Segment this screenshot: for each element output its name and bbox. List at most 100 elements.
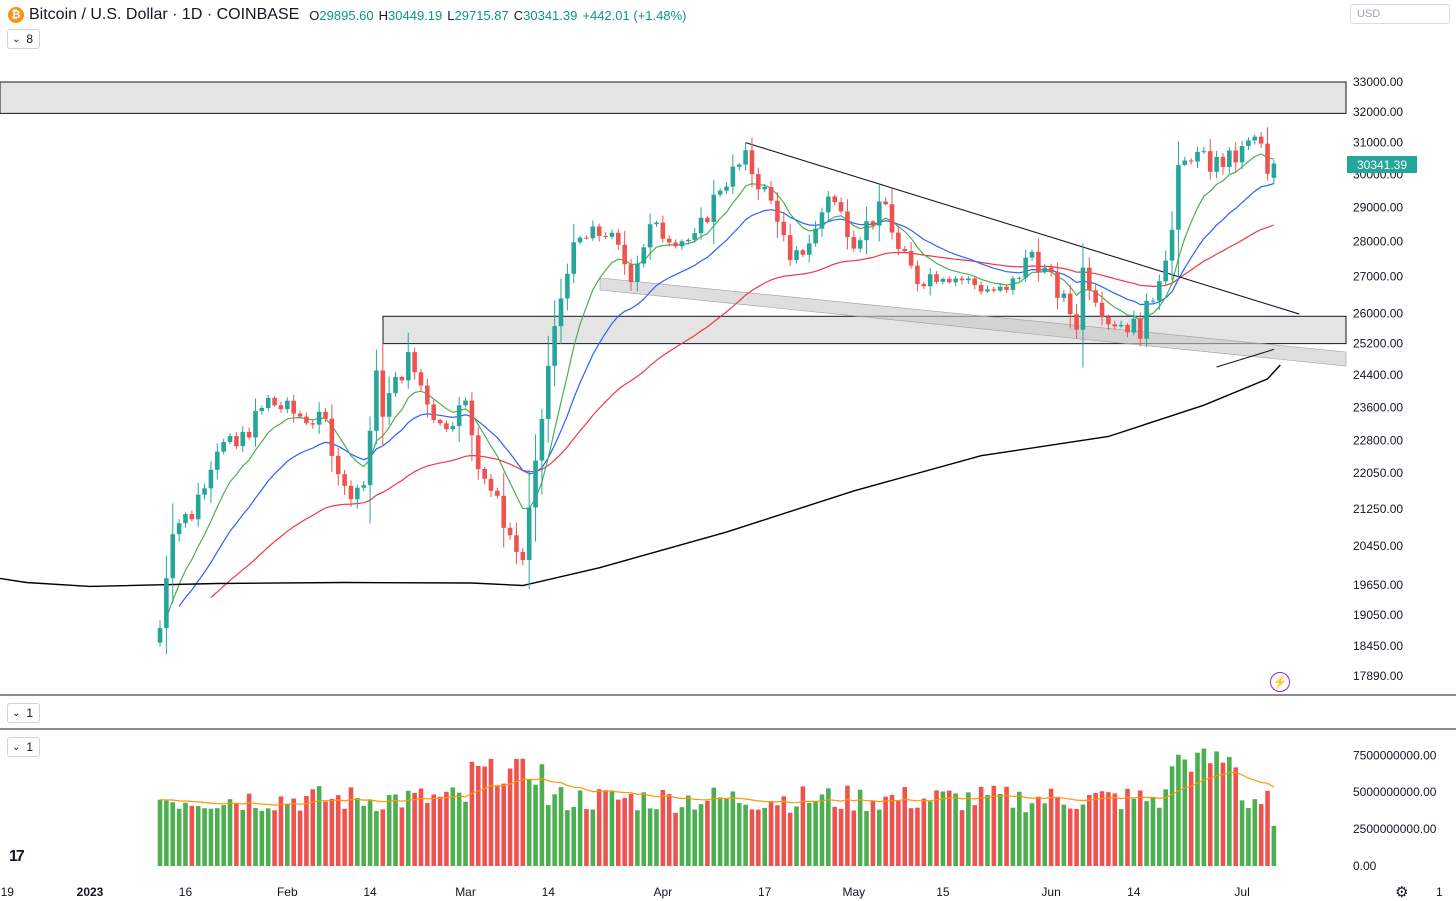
last-price-label: 30341.39 <box>1347 156 1417 173</box>
date-axis-label: 2023 <box>77 885 104 899</box>
symbol-title[interactable]: Bitcoin / U.S. Dollar · 1D · COINBASE <box>29 6 300 23</box>
volume-bar <box>921 798 927 866</box>
candle <box>705 215 710 224</box>
candle-body <box>469 400 475 436</box>
volume-bar <box>1176 754 1181 866</box>
volume-bar <box>1157 807 1162 866</box>
volume-bar <box>329 798 335 866</box>
candle <box>641 243 647 268</box>
pane-toggle-top[interactable]: ⌄ 1 <box>7 703 41 723</box>
candle <box>851 230 857 252</box>
volume-bar <box>1067 808 1073 866</box>
candle-body <box>705 217 710 223</box>
volume-bar <box>1169 766 1175 866</box>
volume-bar <box>775 805 780 866</box>
volume-bar <box>635 810 640 866</box>
candle <box>1195 146 1200 169</box>
candle <box>278 401 284 413</box>
candle-body <box>927 274 933 287</box>
volume-bar <box>1233 767 1238 866</box>
candle-body <box>1112 324 1118 327</box>
candle-body <box>221 442 226 452</box>
candle-body <box>908 251 914 266</box>
volume-bar <box>577 790 583 866</box>
volume-bar <box>399 807 405 866</box>
volume-bar <box>367 799 373 866</box>
candle-body <box>806 243 812 255</box>
volume-bar <box>1023 812 1028 866</box>
candle <box>800 248 806 258</box>
candle <box>1029 249 1035 261</box>
volume-bar <box>558 787 564 866</box>
volume-bar <box>265 808 271 866</box>
candle <box>1214 150 1219 179</box>
volume-bar <box>482 766 487 866</box>
candle-body <box>1144 300 1149 339</box>
volume-bar <box>997 793 1003 866</box>
volume-bar <box>412 792 417 866</box>
candle-body <box>622 244 627 265</box>
volume-bar <box>157 799 163 866</box>
candle <box>310 419 316 429</box>
candle <box>1118 320 1124 328</box>
candle <box>679 239 685 251</box>
volume-bar <box>889 794 895 866</box>
candle <box>647 213 653 260</box>
candle-body <box>845 211 850 238</box>
volume-bar <box>615 799 621 866</box>
candle-body <box>501 495 507 528</box>
candle <box>285 397 290 414</box>
candle <box>864 206 869 255</box>
price-axis-label: 28000.00 <box>1353 234 1403 248</box>
candle <box>1157 274 1162 311</box>
candle-body <box>1258 136 1264 144</box>
candle <box>794 246 799 264</box>
candle-body <box>966 278 971 281</box>
candle-body <box>660 222 666 239</box>
indicators-toggle[interactable]: ⌄ 8 <box>7 29 41 49</box>
candle <box>297 410 303 419</box>
candle <box>635 255 640 292</box>
price-axis-label: 23600.00 <box>1353 400 1403 414</box>
candle-body <box>654 222 659 225</box>
candle-body <box>647 224 653 248</box>
volume-bar <box>1042 803 1048 866</box>
volume-bar <box>545 805 551 866</box>
candle <box>1150 297 1156 305</box>
candle <box>246 427 252 440</box>
candle-body <box>1271 163 1277 178</box>
pane-toggle-volume[interactable]: ⌄ 1 <box>7 737 41 757</box>
date-axis-label: Jun <box>1041 885 1060 899</box>
candle <box>1048 263 1054 277</box>
lightning-icon[interactable]: ⚡ <box>1270 672 1290 692</box>
volume-bar <box>234 803 239 866</box>
gear-icon[interactable]: ⚙ <box>1395 884 1409 901</box>
volume-bar <box>711 787 717 866</box>
price-axis-label: 26000.00 <box>1353 306 1403 320</box>
candle <box>463 397 468 408</box>
candle <box>857 237 863 253</box>
candle <box>953 276 958 287</box>
candle-body <box>202 488 207 495</box>
candle <box>189 510 195 521</box>
candle <box>1207 138 1213 180</box>
candle <box>915 260 920 292</box>
candle <box>157 620 163 647</box>
volume-bar <box>966 792 971 866</box>
volume-bar <box>985 795 990 866</box>
candle-body <box>418 372 424 386</box>
candle-body <box>259 407 265 412</box>
candle <box>386 376 392 425</box>
candle <box>412 347 417 380</box>
currency-select[interactable]: USD <box>1350 4 1450 24</box>
candle <box>170 503 176 604</box>
candle-body <box>686 239 691 242</box>
volume-bar <box>705 800 710 866</box>
volume-bar <box>1099 791 1105 866</box>
candle <box>176 519 182 542</box>
candle-body <box>265 397 271 408</box>
candle-body <box>857 240 863 249</box>
date-axis-label: May <box>842 885 865 899</box>
candle-body <box>463 400 468 406</box>
